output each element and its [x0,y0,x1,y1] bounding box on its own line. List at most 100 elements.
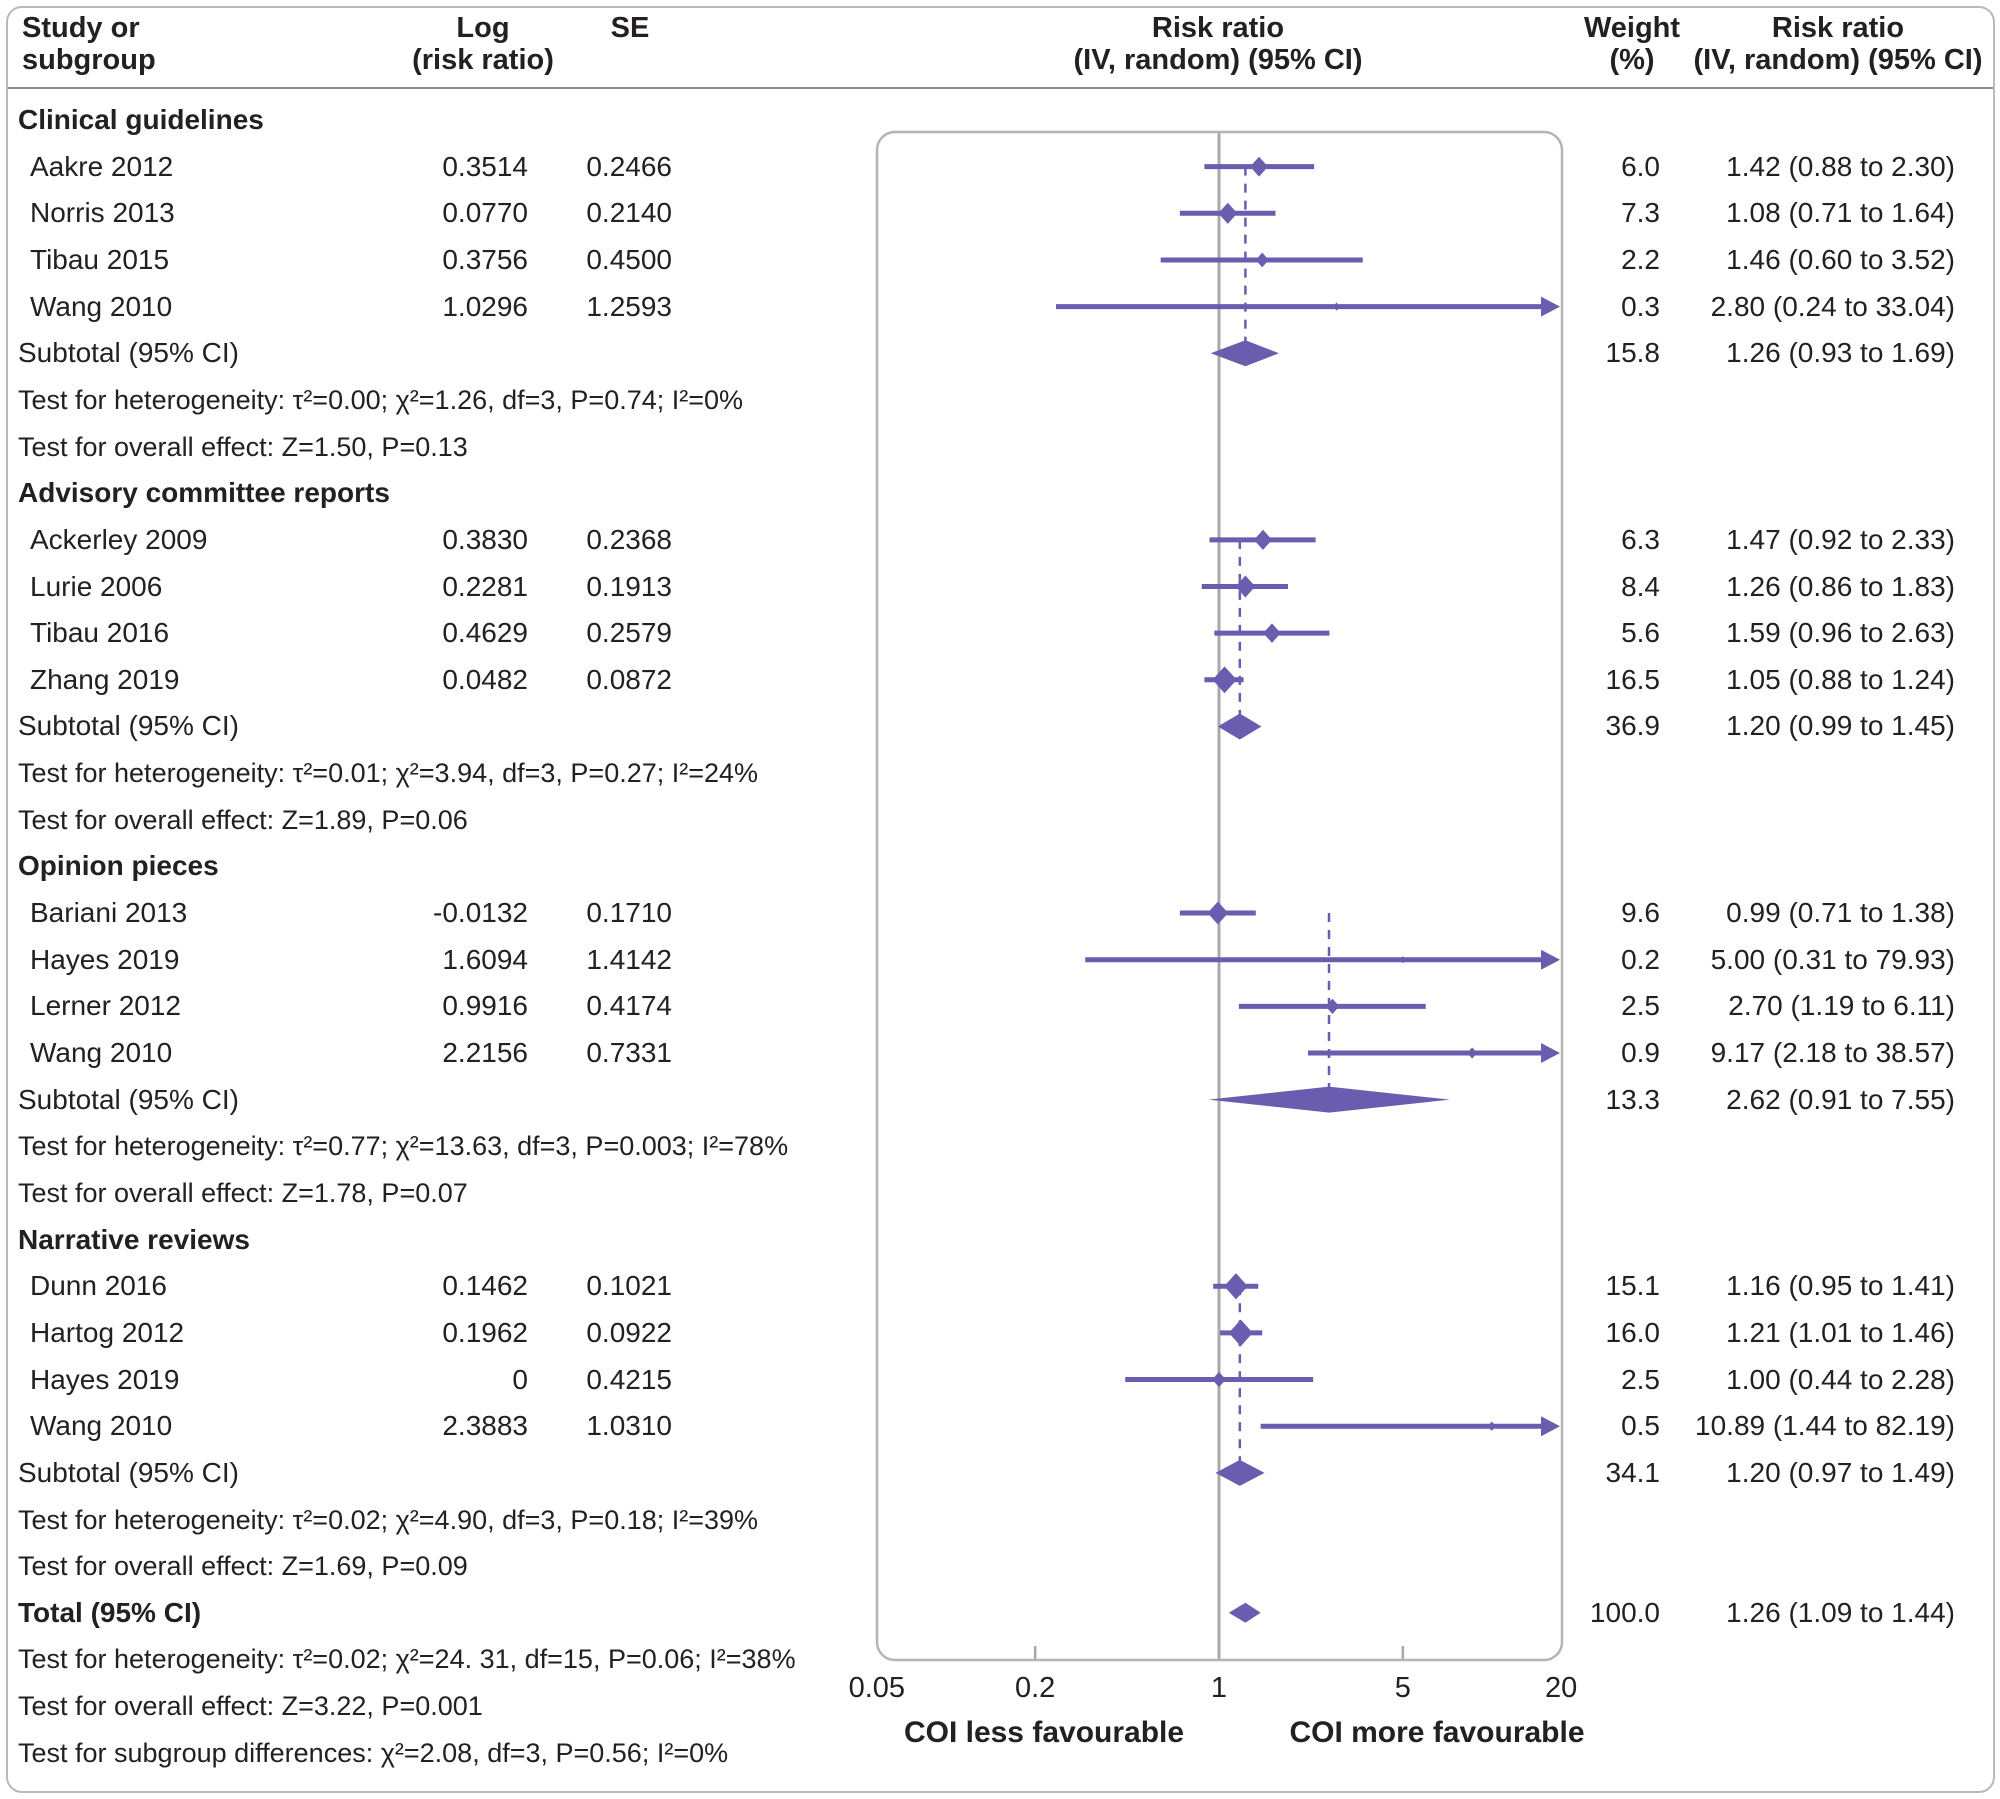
subtotal-label: Subtotal (95% CI) [18,1456,239,1488]
group-label: Narrative reviews [18,1223,250,1255]
subtotal-row: Subtotal (95% CI) 13.3 2.62 (0.91 to 7.55) [0,1077,2000,1123]
risk-ratio-ci-value: 2.70 (1.19 to 6.11) [1728,990,1955,1022]
weight-value: 9.6 [1621,897,1660,929]
risk-ratio-ci-value: 1.46 (0.60 to 3.52) [1726,243,1955,275]
risk-ratio-ci-value: 5.00 (0.31 to 79.93) [1710,943,1955,975]
study-label: Zhang 2019 [30,663,180,695]
log-risk-ratio-value: 0 [512,1363,528,1395]
group-row: Clinical guidelines [0,97,2000,143]
risk-ratio-ci-value: 1.26 (1.09 to 1.44) [1726,1596,1955,1628]
column-header-study: Study or subgroup [22,12,156,76]
study-label: Ackerley 2009 [30,523,208,555]
column-header-se: SE [530,12,730,44]
se-value: 0.2368 [586,523,672,555]
column-header-rr-line1: Risk ratio [1771,12,1905,44]
test-row: Test for overall effect: Z=1.69, P=0.09 [0,1543,2000,1589]
study-row: Ackerley 2009 0.3830 0.2368 6.3 1.47 (0.92 t… [0,517,2000,563]
column-header-log-line1: Log [456,12,510,44]
se-value: 0.0922 [586,1316,672,1348]
subtotal-label: Subtotal (95% CI) [18,1083,239,1115]
test-row: Test for subgroup differences: χ²=2.08, … [0,1730,2000,1776]
column-header-weight-line1: Weight [1583,12,1681,44]
log-risk-ratio-value: 2.2156 [442,1037,528,1068]
column-header-plot-line2: (IV, random) (95% CI) [1073,44,1363,76]
axis-tick-label: 5 [1394,1672,1411,1704]
study-label: Wang 2010 [30,1037,173,1068]
column-header-plot-line1: Risk ratio [1151,12,1285,44]
subtotal-row: Subtotal (95% CI) 34.1 1.20 (0.97 to 1.49) [0,1450,2000,1496]
weight-value: 15.1 [1605,1270,1661,1302]
group-row: Opinion pieces [0,843,2000,889]
study-label: Aakre 2012 [30,150,174,182]
test-row: Test for heterogeneity: τ²=0.00; χ²=1.26… [0,377,2000,423]
axis-tick-label: 0.05 [848,1672,906,1704]
study-row: Tibau 2015 0.3756 0.4500 2.2 1.46 (0.60 to 3… [0,237,2000,283]
se-value: 0.1021 [586,1270,672,1302]
log-risk-ratio-value: 0.1462 [442,1270,528,1302]
weight-value: 34.1 [1605,1456,1661,1488]
risk-ratio-ci-value: 2.80 (0.24 to 33.04) [1710,290,1955,322]
test-row: Test for heterogeneity: τ²=0.77; χ²=13.6… [0,1123,2000,1169]
se-value: 0.1913 [586,570,672,602]
weight-value: 0.2 [1621,943,1660,975]
study-row: Hayes 2019 0 0.4215 2.5 1.00 (0.44 to 2.28) [0,1357,2000,1403]
test-statistics-text: Test for subgroup differences: χ²=2.08, … [18,1737,729,1768]
group-row: Advisory committee reports [0,470,2000,516]
study-row: Wang 2010 2.3883 1.0310 0.5 10.89 (1.44 to 8… [0,1403,2000,1449]
weight-value: 6.3 [1621,523,1660,555]
se-value: 0.4174 [586,990,672,1022]
weight-value: 13.3 [1605,1083,1661,1115]
test-row: Test for heterogeneity: τ²=0.02; χ²=24. … [0,1636,2000,1682]
study-label: Bariani 2013 [30,897,188,929]
subtotal-row: Subtotal (95% CI) 15.8 1.26 (0.93 to 1.69) [0,330,2000,376]
test-statistics-text: Test for overall effect: Z=1.89, P=0.06 [18,804,468,835]
risk-ratio-ci-value: 9.17 (2.18 to 38.57) [1710,1037,1955,1068]
axis-tick-label: 1 [1210,1672,1228,1704]
risk-ratio-ci-value: 1.47 (0.92 to 2.33) [1726,523,1955,555]
weight-value: 5.6 [1621,617,1660,649]
study-label: Tibau 2015 [30,243,170,275]
risk-ratio-ci-value: 1.08 (0.71 to 1.64) [1726,197,1955,229]
se-value: 0.7331 [586,1037,672,1068]
column-header-risk-ratio-plot: Risk ratio (IV, random) (95% CI) [1018,12,1418,76]
log-risk-ratio-value: 0.0482 [442,663,528,695]
column-header-study-line1: Study or [22,12,140,44]
direction-label-more-favourable: COI more favourable [1289,1716,1585,1749]
column-header-weight-line2: (%) [1609,44,1655,76]
log-risk-ratio-value: 0.1962 [442,1316,528,1348]
column-header-log-line2: (risk ratio) [412,44,554,76]
study-row: Lurie 2006 0.2281 0.1913 8.4 1.26 (0.86 to 1… [0,564,2000,610]
log-risk-ratio-value: 0.9916 [442,990,528,1022]
log-risk-ratio-value: 0.0770 [442,197,528,229]
study-row: Zhang 2019 0.0482 0.0872 16.5 1.05 (0.88 to … [0,657,2000,703]
risk-ratio-ci-value: 2.62 (0.91 to 7.55) [1726,1083,1955,1115]
study-label: Hayes 2019 [30,943,180,975]
risk-ratio-ci-value: 1.26 (0.86 to 1.83) [1726,570,1955,602]
study-row: Wang 2010 2.2156 0.7331 0.9 9.17 (2.18 to 38… [0,1030,2000,1076]
weight-value: 7.3 [1621,197,1660,229]
log-risk-ratio-value: 0.2281 [442,570,528,602]
log-risk-ratio-value: 0.4629 [442,617,528,649]
study-label: Hayes 2019 [30,1363,180,1395]
weight-value: 0.9 [1621,1037,1660,1068]
se-value: 0.0872 [586,663,672,695]
weight-value: 6.0 [1621,150,1660,182]
group-label: Opinion pieces [18,850,219,882]
risk-ratio-ci-value: 10.89 (1.44 to 82.19) [1695,1410,1955,1442]
risk-ratio-ci-value: 1.16 (0.95 to 1.41) [1726,1270,1955,1302]
log-risk-ratio-value: 1.0296 [442,290,528,322]
se-value: 1.0310 [586,1410,672,1442]
test-statistics-text: Test for overall effect: Z=1.69, P=0.09 [18,1551,468,1582]
test-statistics-text: Test for heterogeneity: τ²=0.02; χ²=4.90… [18,1504,759,1535]
total-row: Total (95% CI) 100.0 1.26 (1.09 to 1.44) [0,1590,2000,1636]
se-value: 1.4142 [586,943,672,975]
total-label: Total (95% CI) [18,1596,202,1628]
weight-value: 16.0 [1605,1316,1661,1348]
column-header-se-label: SE [610,12,650,44]
column-header-weight: Weight (%) [1482,12,1782,76]
risk-ratio-ci-value: 1.20 (0.99 to 1.45) [1726,710,1955,742]
test-row: Test for overall effect: Z=1.78, P=0.07 [0,1170,2000,1216]
study-label: Wang 2010 [30,290,173,322]
study-row: Bariani 2013 -0.0132 0.1710 9.6 0.99 (0.71 t… [0,890,2000,936]
risk-ratio-ci-value: 1.20 (0.97 to 1.49) [1726,1456,1955,1488]
